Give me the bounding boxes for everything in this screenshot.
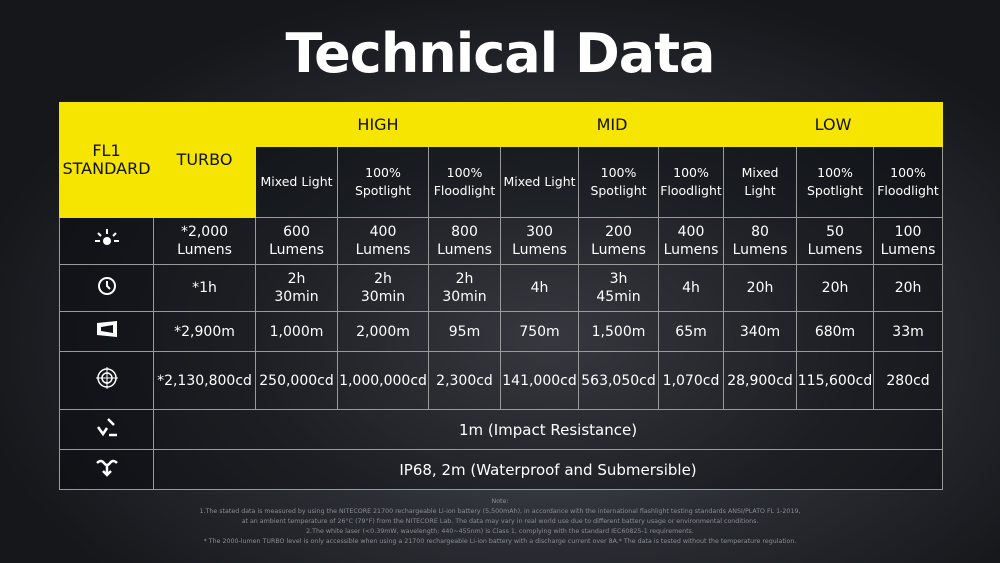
mode-header: 100% Spotlight [796, 146, 875, 218]
value-cell: *2,900m [153, 311, 256, 352]
value-cell: 20h [723, 264, 798, 312]
icon [96, 321, 117, 337]
value-cell: 1,000m [255, 311, 338, 352]
value-cell: 28,900cd [723, 351, 798, 410]
value-cell: 115,600cd [796, 351, 875, 410]
mode-header: Mixed Light [255, 146, 338, 218]
value-cell: 400 Lumens [337, 217, 429, 265]
corner-header: FL1 STANDARD [59, 102, 154, 218]
row-icon [59, 351, 154, 410]
value-cell: 1,070cd [657, 351, 725, 410]
value-cell: 4h [657, 264, 725, 312]
value-cell: 100 Lumens [873, 217, 944, 265]
row-icon [59, 264, 154, 312]
value-cell: 2h 30min [255, 264, 338, 312]
icon [96, 418, 117, 437]
value-cell: 800 Lumens [428, 217, 501, 265]
mode-header: 100% Floodlight [657, 146, 725, 218]
value-cell: 4h [500, 264, 579, 312]
value-cell: 1,500m [578, 311, 659, 352]
value-cell: 50 Lumens [796, 217, 875, 265]
title: Technical Data [285, 22, 716, 85]
value-cell: 680m [796, 311, 875, 352]
row-icon [59, 217, 154, 265]
value-cell: 563,050cd [578, 351, 659, 410]
group-header: MID [499, 102, 725, 147]
mode-header: Mixed Light [500, 146, 579, 218]
value-cell: 2,300cd [428, 351, 501, 410]
value-cell: 280cd [873, 351, 944, 410]
icon [97, 276, 116, 295]
mode-header: Mixed Light [723, 146, 798, 218]
icon [94, 228, 119, 245]
value-cell: 340m [723, 311, 798, 352]
merged-cell: 1m (Impact Resistance) [152, 409, 944, 450]
icon [95, 459, 118, 477]
value-cell: 750m [500, 311, 579, 352]
value-cell: 20h [796, 264, 875, 312]
notes: Note: 1.The stated data is measured by us… [0, 497, 1000, 547]
mode-header: 100% Floodlight [873, 146, 944, 218]
spec-table: FL1 STANDARD TURBO HIGH MID LOW Mixed Light 10… [59, 102, 944, 490]
note-line: Note: [491, 498, 509, 505]
merged-cell: IP68, 2m (Waterproof and Submersible) [152, 449, 944, 490]
value-cell: 300 Lumens [500, 217, 579, 265]
row-icon [59, 449, 154, 490]
value-cell: 141,000cd [500, 351, 579, 410]
value-cell: 2h 30min [428, 264, 501, 312]
value-cell: 1,000,000cd [337, 351, 429, 410]
turbo-header: TURBO [153, 102, 256, 218]
mode-header: 100% Spotlight [337, 146, 429, 218]
value-cell: 33m [873, 311, 944, 352]
value-cell: 80 Lumens [723, 217, 798, 265]
group-header: LOW [723, 102, 944, 147]
value-cell: *2,000 Lumens [153, 217, 256, 265]
icon [95, 367, 118, 389]
value-cell: 250,000cd [255, 351, 338, 410]
value-cell: 20h [873, 264, 944, 312]
row-icon [59, 409, 154, 450]
note-line: 1.The stated data is measured by using t… [199, 508, 801, 515]
note-line: * The 2000-lumen TURBO level is only acc… [203, 538, 797, 545]
value-cell: 2,000m [337, 311, 429, 352]
value-cell: 3h 45min [578, 264, 659, 312]
value-cell: 95m [428, 311, 501, 352]
value-cell: *1h [153, 264, 256, 312]
value-cell: 2h 30min [337, 264, 429, 312]
row-icon [59, 311, 154, 352]
note-line: 2.The white laser (<0.39mW, wavelength: … [306, 528, 694, 535]
mode-header: 100% Spotlight [578, 146, 659, 218]
value-cell: 200 Lumens [578, 217, 659, 265]
value-cell: 400 Lumens [657, 217, 725, 265]
mode-header: 100% Floodlight [428, 146, 501, 218]
note-line: at an ambient temperature of 26°C (79°F)… [241, 518, 759, 525]
value-cell: *2,130,800cd [153, 351, 256, 410]
value-cell: 600 Lumens [255, 217, 338, 265]
group-header: HIGH [255, 102, 501, 147]
value-cell: 65m [657, 311, 725, 352]
